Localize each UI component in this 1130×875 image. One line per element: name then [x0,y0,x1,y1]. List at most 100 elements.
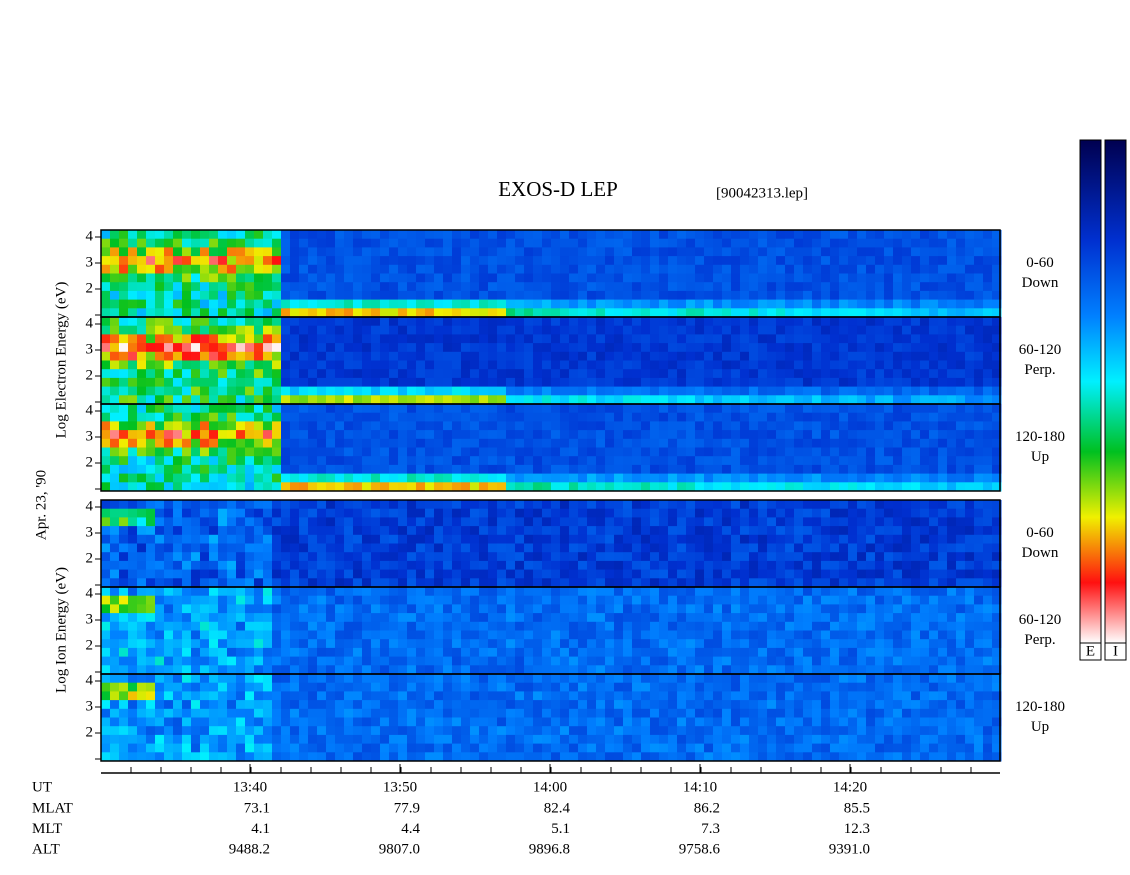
spectrogram-cell [461,656,471,666]
spectrogram-cell [164,630,174,640]
spectrogram-cell [839,526,849,536]
spectrogram-cell [191,543,201,553]
spectrogram-cell [839,430,849,440]
spectrogram-cell [587,421,597,431]
spectrogram-cell [731,613,741,623]
spectrogram-cell [902,447,912,457]
spectrogram-cell [407,517,417,527]
spectrogram-cell [245,238,255,248]
spectrogram-cell [254,412,264,422]
spectrogram-cell [191,438,201,448]
spectrogram-cell [569,595,579,605]
spectrogram-cell [533,421,543,431]
spectrogram-cell [470,473,480,483]
spectrogram-cell [839,464,849,475]
spectrogram-cell [821,630,831,640]
spectrogram-cell [191,464,201,475]
spectrogram-cell [866,552,876,562]
spectrogram-cell [740,482,750,492]
spectrogram-cell [119,317,129,327]
spectrogram-cell [398,395,408,405]
spectrogram-cell [290,543,300,553]
spectrogram-cell [272,247,282,257]
spectrogram-cell [686,587,696,597]
spectrogram-cell [740,369,750,379]
spectrogram-cell [812,360,822,370]
spectrogram-cell [461,256,471,266]
spectrogram-cell [155,464,165,475]
spectrogram-cell [515,665,525,675]
spectrogram-cell [731,325,741,335]
spectrogram-cell [443,334,453,344]
spectrogram-cell [164,595,174,605]
spectrogram-cell [938,552,948,562]
spectrogram-cell [209,377,219,388]
spectrogram-cell [272,647,282,658]
spectrogram-cell [389,621,399,631]
spectrogram-cell [506,456,516,466]
spectrogram-cell [767,247,777,257]
spectrogram-cell [821,613,831,623]
spectrogram-cell [263,238,273,248]
spectrogram-cell [335,325,345,335]
spectrogram-cell [794,508,804,518]
spectrogram-cell [812,369,822,379]
spectrogram-cell [803,395,813,405]
spectrogram-cell [704,421,714,431]
spectrogram-cell [497,421,507,431]
spectrogram-cell [146,377,156,388]
spectrogram-cell [551,299,561,309]
spectrogram-cell [542,578,552,588]
spectrogram-cell [227,377,237,388]
spectrogram-cell [272,508,282,518]
spectrogram-cell [776,604,786,614]
spectrogram-cell [182,421,192,431]
spectrogram-cell [983,473,993,483]
spectrogram-cell [254,395,264,405]
spectrogram-cell [704,256,714,266]
spectrogram-cell [668,412,678,422]
spectrogram-cell [587,412,597,422]
spectrogram-cell [731,308,741,318]
spectrogram-cell [947,325,957,335]
spectrogram-cell [884,578,894,588]
spectrogram-cell [830,404,840,414]
spectrogram-cell [803,473,813,483]
spectrogram-cell [461,404,471,414]
spectrogram-cell [506,238,516,248]
spectrogram-cell [290,264,300,274]
spectrogram-cell [137,569,147,579]
spectrogram-cell [569,500,579,510]
spectrogram-cell [992,230,1002,240]
spectrogram-cell [857,543,867,553]
spectrogram-cell [632,578,642,588]
spectrogram-cell [848,647,858,658]
spectrogram-cell [911,238,921,248]
spectrogram-cell [722,308,732,318]
spectrogram-cell [191,621,201,631]
spectrogram-cell [974,639,984,649]
spectrogram-cell [470,386,480,396]
spectrogram-cell [497,438,507,448]
spectrogram-cell [119,343,129,353]
spectrogram-cell [956,500,966,510]
spectrogram-cell [659,543,669,553]
spectrogram-cell [938,343,948,353]
spectrogram-cell [461,412,471,422]
spectrogram-cell [668,473,678,483]
spectrogram-cell [938,247,948,257]
spectrogram-cell [353,456,363,466]
spectrogram-cell [110,273,120,283]
spectrogram-cell [560,639,570,649]
spectrogram-cell [119,656,129,666]
spectrogram-cell [569,325,579,335]
spectrogram-cell [920,543,930,553]
spectrogram-cell [758,569,768,579]
spectrogram-cell [119,404,129,414]
spectrogram-cell [470,247,480,257]
spectrogram-cell [623,560,633,571]
spectrogram-cell [326,421,336,431]
spectrogram-cell [731,473,741,483]
spectrogram-cell [524,482,534,492]
spectrogram-cell [209,500,219,510]
